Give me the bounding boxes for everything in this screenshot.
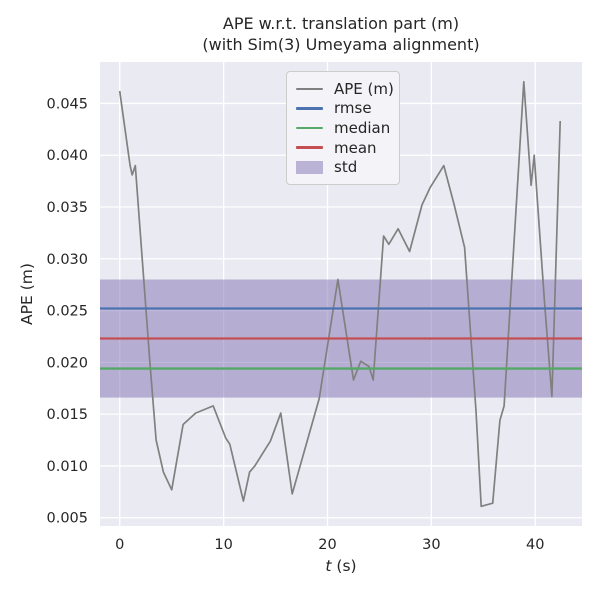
legend: APE (m) rmse median mean std	[286, 71, 400, 185]
x-tick-label: 0	[115, 537, 124, 553]
chart-title-line1: APE w.r.t. translation part (m)	[222, 14, 460, 33]
ape-line	[118, 80, 562, 508]
legend-item-mean: mean	[296, 138, 390, 158]
x-tick-label: 20	[318, 537, 336, 553]
rmse-line-swatch	[296, 107, 323, 110]
x-axis-label-unit: (s)	[336, 557, 357, 575]
legend-item-median: median	[296, 118, 390, 138]
median-line-swatch	[296, 126, 323, 130]
y-tick-label: 0.035	[46, 200, 88, 216]
x-tick-label: 30	[422, 537, 440, 553]
legend-label-mean: mean	[334, 138, 377, 157]
x-axis-label-variable: t	[325, 557, 332, 575]
y-tick-label: 0.005	[46, 511, 88, 527]
std-patch-swatch	[296, 160, 323, 174]
y-tick-label: 0.010	[46, 459, 88, 475]
chart-title: APE w.r.t. translation part (m) (with Si…	[100, 13, 582, 55]
y-tick-label: 0.030	[46, 252, 88, 268]
y-tick-label: 0.015	[46, 407, 88, 423]
x-tick-label: 40	[526, 537, 544, 553]
y-tick-label: 0.045	[46, 96, 88, 112]
y-axis-label: APE (m)	[18, 263, 36, 325]
y-tick-label: 0.040	[46, 148, 88, 164]
legend-label-rmse: rmse	[334, 99, 372, 118]
legend-label-ape: APE (m)	[334, 79, 394, 98]
chart-title-line2: (with Sim(3) Umeyama alignment)	[202, 35, 480, 54]
ape-line-swatch	[296, 87, 323, 91]
legend-label-median: median	[334, 118, 391, 137]
legend-item-ape: APE (m)	[296, 79, 394, 99]
x-axis-label: t (s)	[100, 557, 582, 575]
x-tick-label: 10	[214, 537, 232, 553]
y-tick-label: 0.025	[46, 304, 88, 320]
legend-item-std: std	[296, 157, 390, 177]
mean-line-swatch	[296, 146, 323, 149]
legend-item-rmse: rmse	[296, 99, 390, 119]
y-tick-label: 0.020	[46, 355, 88, 371]
legend-label-std: std	[334, 158, 358, 177]
